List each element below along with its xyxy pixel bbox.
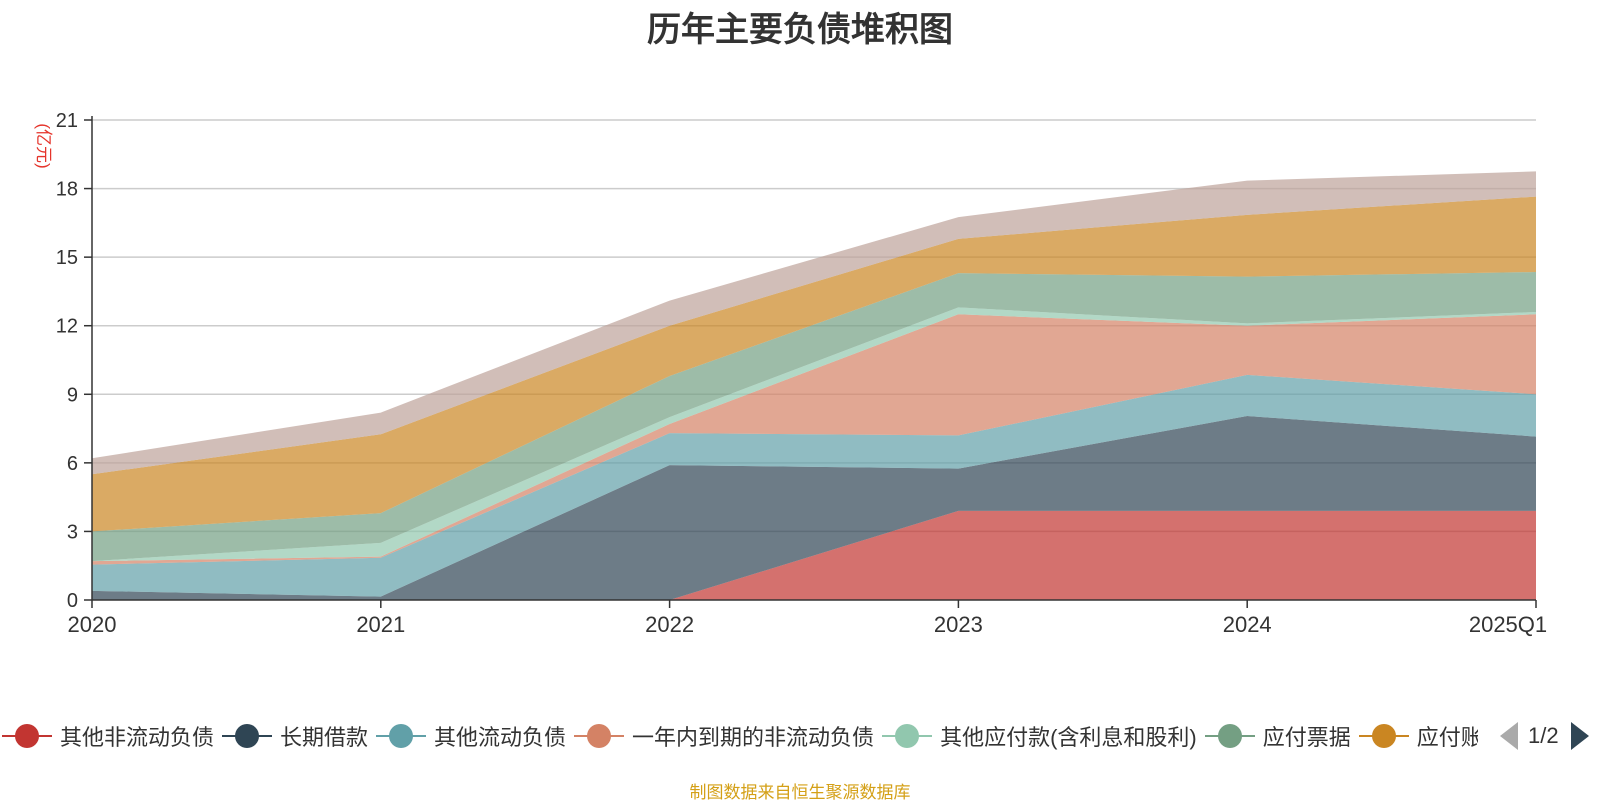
legend-page-indicator: 1/2 — [1528, 723, 1559, 748]
area-一年内到期的非流动负债 — [92, 314, 1536, 565]
arrow-left-icon[interactable] — [1500, 722, 1518, 750]
legend-marker-icon — [882, 724, 933, 748]
legend-label: 应付账款 — [1416, 725, 1478, 750]
arrow-right-icon[interactable] — [1570, 722, 1589, 750]
y-tick-label: 3 — [67, 521, 78, 543]
legend-item[interactable]: 其他流动负债 — [376, 718, 566, 754]
y-tick-label: 21 — [56, 110, 78, 132]
y-tick-labels: 0 3 6 9 12 15 18 21 — [56, 110, 78, 612]
y-tick-label: 15 — [56, 247, 78, 269]
y-tick-label: 0 — [67, 590, 78, 612]
legend-item[interactable]: 应付账款 — [1358, 718, 1478, 754]
x-tick-labels: 2020 2021 2022 2023 2024 2025Q1 — [68, 612, 1548, 637]
legend-item[interactable]: 其他非流动负债 — [2, 718, 214, 754]
legend-label: 一年内到期的非流动负债 — [632, 725, 875, 750]
x-tick-label: 2020 — [68, 612, 117, 637]
x-tick-label: 2024 — [1223, 612, 1272, 637]
chart-title: 历年主要负债堆积图 — [647, 11, 953, 49]
x-tick-label: 2023 — [934, 612, 983, 637]
axes — [84, 116, 1537, 608]
area-短期借款 — [92, 171, 1536, 475]
area-应付账款 — [92, 196, 1536, 532]
y-tick-label: 12 — [56, 316, 78, 338]
legend-label: 其他非流动负债 — [60, 725, 215, 750]
legend-marker-icon — [1358, 724, 1409, 748]
legend-items: 其他非流动负债 长期借款 其他流动负债 一年内到期的非流动负债 其他应付款(含利息和股利… — [0, 718, 1478, 754]
area-应付票据 — [92, 272, 1536, 562]
x-tick-label: 2025Q1 — [1469, 612, 1547, 637]
area-series — [92, 171, 1536, 600]
y-tick-label: 9 — [67, 384, 78, 406]
x-tick-label: 2021 — [356, 612, 405, 637]
legend-item[interactable]: 应付票据 — [1204, 718, 1351, 754]
legend-label: 其他流动负债 — [434, 725, 567, 750]
legend-item[interactable]: 其他应付款(含利息和股利) — [882, 718, 1197, 754]
legend-marker-icon — [222, 724, 273, 748]
legend-marker-icon — [376, 724, 427, 748]
data-source-note: 制图数据来自恒生聚源数据库 — [689, 783, 911, 802]
legend-label: 长期借款 — [280, 725, 369, 750]
legend-marker-icon — [2, 724, 52, 748]
area-长期借款 — [92, 416, 1536, 600]
area-其他流动负债 — [92, 374, 1536, 597]
legend-pager: 1/2 — [1500, 718, 1589, 754]
y-tick-label: 18 — [56, 179, 78, 201]
y-axis-label: (亿元) — [34, 123, 53, 168]
legend-label: 其他应付款(含利息和股利) — [940, 725, 1197, 750]
legend-item[interactable]: 一年内到期的非流动负债 — [574, 718, 874, 754]
legend-marker-icon — [574, 724, 625, 748]
y-tick-label: 6 — [67, 453, 78, 475]
legend-marker-icon — [1204, 724, 1255, 748]
legend-label: 应付票据 — [1262, 725, 1351, 750]
area-其他非流动负债 — [92, 510, 1536, 600]
legend-item[interactable]: 长期借款 — [222, 718, 368, 754]
x-tick-label: 2022 — [645, 612, 694, 637]
legend: 其他非流动负债 长期借款 其他流动负债 一年内到期的非流动负债 其他应付款(含利息和股利… — [0, 718, 1600, 754]
